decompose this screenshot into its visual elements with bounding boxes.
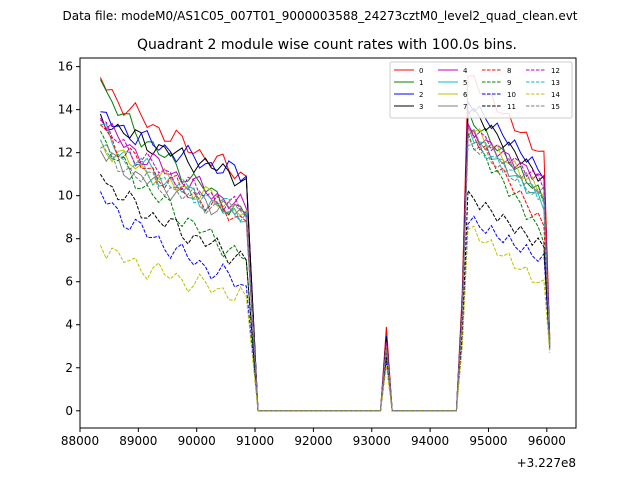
legend-label-11: 11 [507, 103, 516, 111]
y-tick-label: 2 [65, 361, 73, 375]
series-line-0 [99, 74, 551, 412]
legend-label-15: 15 [551, 103, 560, 111]
legend-label-2: 2 [419, 91, 423, 99]
legend-label-4: 4 [463, 67, 468, 75]
series-line-13 [99, 139, 551, 412]
series-line-15 [100, 135, 551, 412]
axes-frame [79, 57, 577, 429]
series-line-9 [99, 130, 551, 412]
y-tick-label: 6 [65, 275, 73, 289]
y-tick-label: 10 [58, 189, 73, 203]
x-tick-label: 93000 [353, 434, 391, 448]
y-tick-label: 4 [65, 318, 73, 332]
legend-label-3: 3 [419, 103, 423, 111]
legend-label-7: 7 [463, 103, 467, 111]
x-tick-label: 96000 [528, 434, 566, 448]
y-tick-label: 0 [65, 404, 73, 418]
x-tick-label: 88000 [61, 434, 99, 448]
series-line-12 [100, 119, 551, 412]
series-line-8 [100, 123, 551, 412]
plot-area [99, 74, 551, 412]
legend-box [389, 61, 573, 119]
legend-label-5: 5 [463, 79, 467, 87]
x-tick-label: 89000 [119, 434, 157, 448]
x-tick-label: 92000 [294, 434, 332, 448]
chart-title: Quadrant 2 module wise count rates with … [137, 37, 517, 53]
series-line-4 [99, 117, 551, 412]
x-tick-label: 94000 [411, 434, 449, 448]
series-line-1 [99, 79, 551, 412]
legend-label-1: 1 [419, 79, 423, 87]
series-line-10 [99, 191, 551, 412]
series-line-3 [99, 107, 551, 412]
x-axis-offset-label: +3.227e8 [517, 456, 576, 470]
x-tick-label: 95000 [469, 434, 507, 448]
legend-label-0: 0 [419, 67, 423, 75]
legend-label-10: 10 [507, 91, 516, 99]
legend-label-13: 13 [551, 79, 560, 87]
figure-suptitle: Data file: modeM0/AS1C05_007T01_90000035… [62, 9, 577, 23]
series-line-2 [100, 100, 551, 412]
y-tick-label: 16 [58, 60, 73, 74]
y-tick-label: 14 [58, 103, 73, 117]
legend-label-6: 6 [463, 91, 468, 99]
x-tick-label: 91000 [236, 434, 274, 448]
y-tick-label: 8 [65, 232, 73, 246]
x-tick-label: 90000 [178, 434, 216, 448]
legend-label-9: 9 [507, 79, 511, 87]
y-tick-label: 12 [58, 146, 73, 160]
legend-label-14: 14 [551, 91, 560, 99]
series-line-5 [100, 123, 551, 412]
series-line-11 [99, 173, 551, 412]
series-line-14 [99, 225, 551, 412]
axis-ticks: 88000 89000 90000 91000 92000 93000 94000 95000… [58, 60, 566, 448]
legend-label-12: 12 [551, 67, 560, 75]
legend-label-8: 8 [507, 67, 511, 75]
